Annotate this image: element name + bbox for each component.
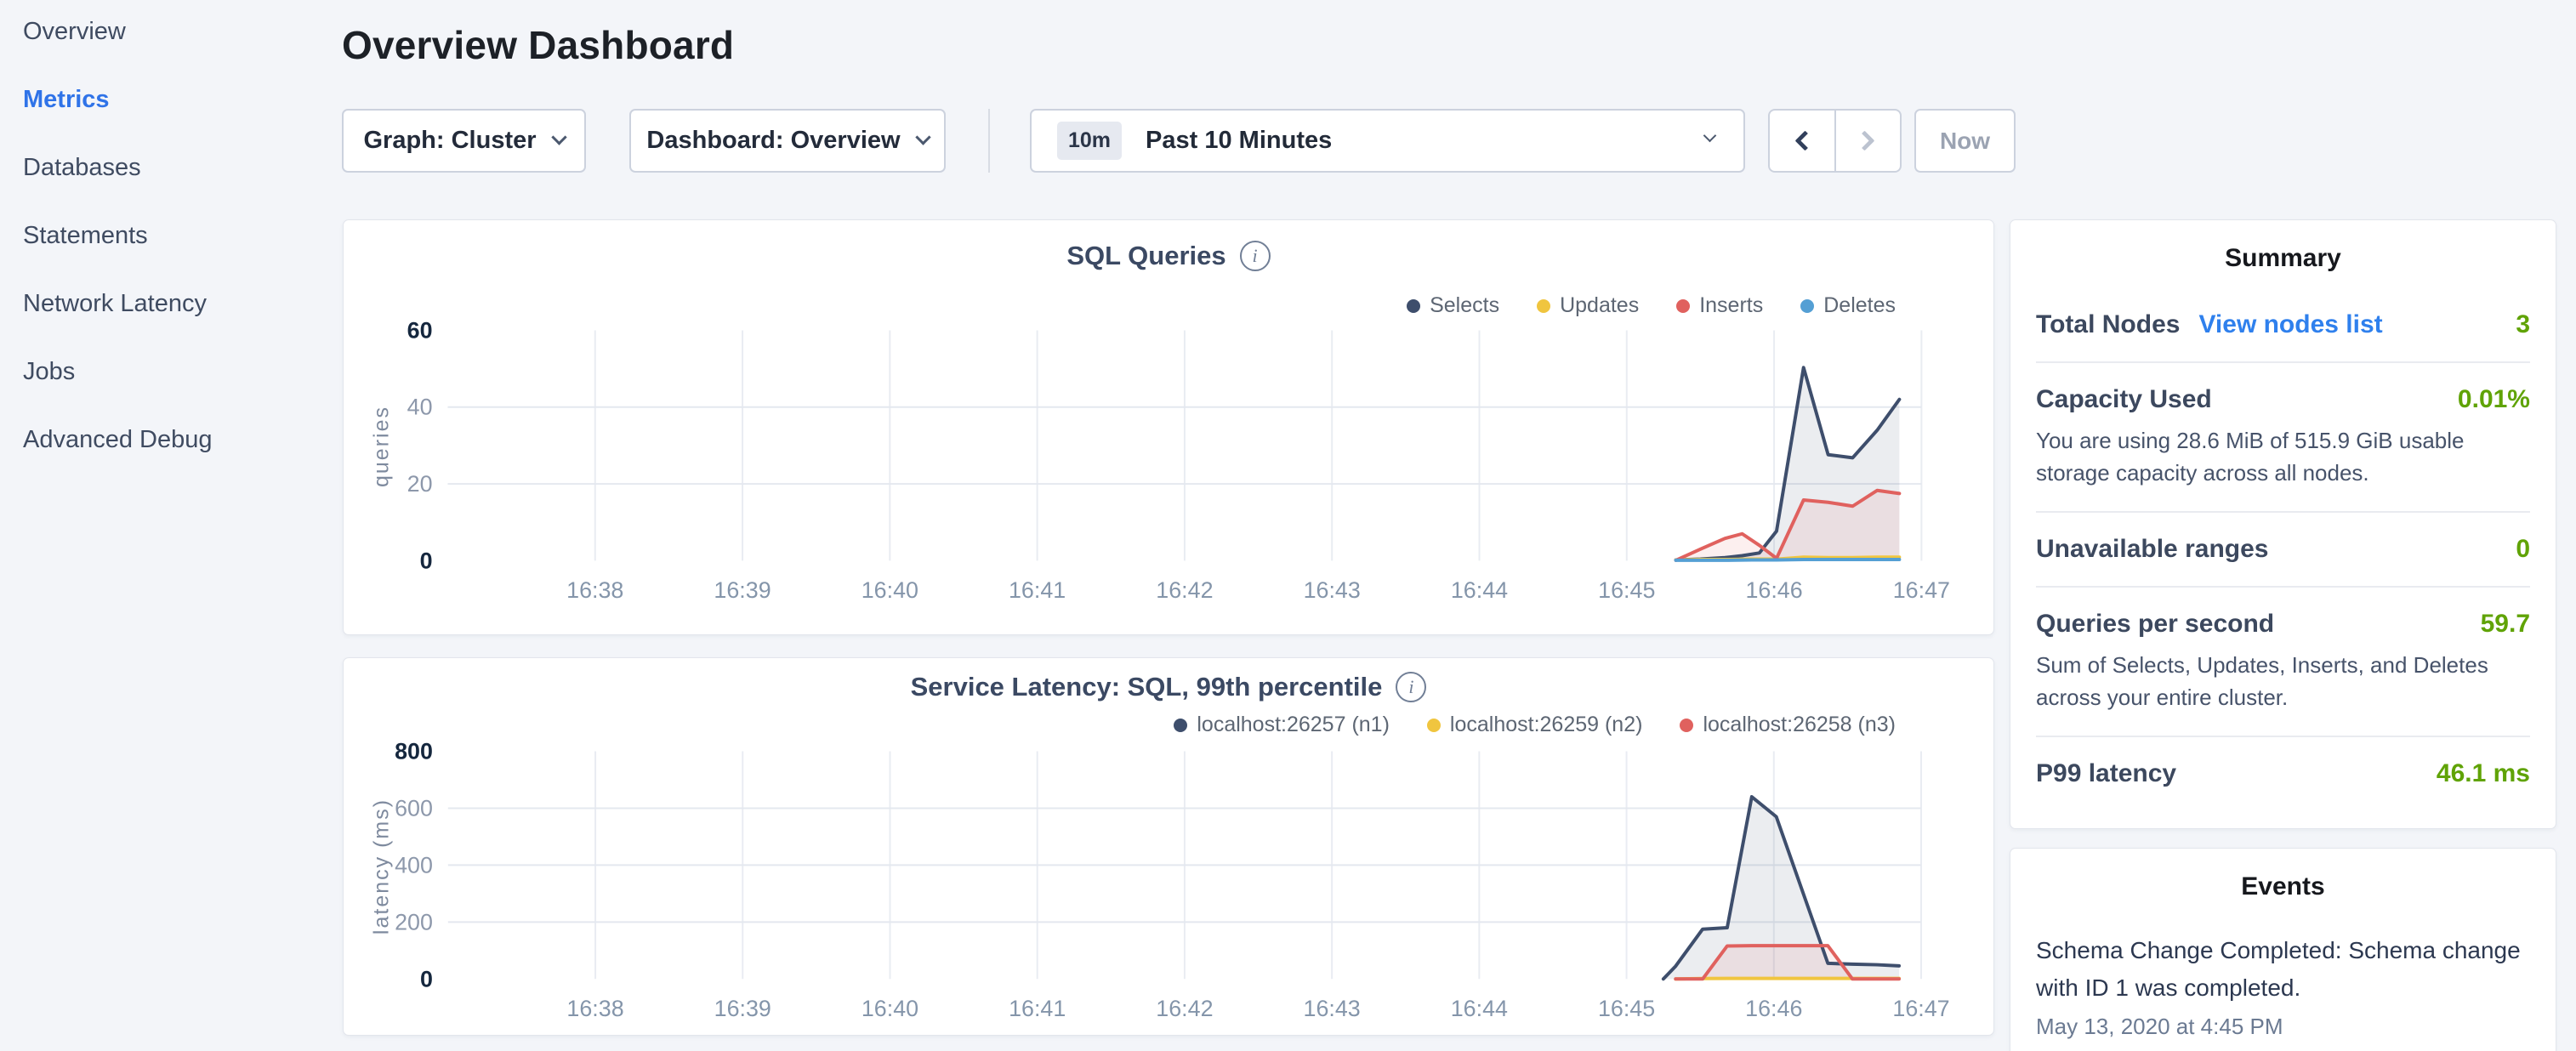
- svg-text:16:38: 16:38: [566, 577, 623, 603]
- time-prev-button[interactable]: [1770, 111, 1834, 171]
- sidebar: Overview Metrics Databases Statements Ne…: [23, 0, 312, 474]
- summary-panel: Summary Total Nodes View nodes list 3 Ca…: [2010, 219, 2556, 829]
- svg-text:16:44: 16:44: [1451, 996, 1508, 1021]
- chevron-right-icon: [1854, 130, 1874, 151]
- svg-text:16:38: 16:38: [566, 996, 623, 1021]
- events-panel: Events Schema Change Completed: Schema c…: [2010, 848, 2556, 1051]
- summary-row-label: Unavailable ranges: [2036, 535, 2268, 564]
- event-item[interactable]: Schema Change Completed: Schema change w…: [2036, 932, 2530, 1040]
- toolbar-divider: [988, 109, 990, 173]
- svg-text:16:42: 16:42: [1156, 996, 1213, 1021]
- sql-queries-chart-card: SQL Queries i Selects Updates Inserts De…: [343, 219, 1994, 635]
- summary-row-value: 59.7: [2481, 610, 2530, 639]
- svg-text:16:43: 16:43: [1304, 577, 1361, 603]
- summary-row-label: Queries per second: [2036, 610, 2274, 639]
- chevron-left-icon: [1795, 130, 1816, 151]
- dashboard-dropdown-label: Dashboard: Overview: [646, 127, 900, 155]
- svg-text:16:47: 16:47: [1892, 996, 1949, 1021]
- svg-text:16:40: 16:40: [862, 577, 918, 603]
- graph-dropdown[interactable]: Graph: Cluster: [342, 109, 586, 173]
- svg-text:16:40: 16:40: [862, 996, 918, 1021]
- sidebar-item-jobs[interactable]: Jobs: [23, 338, 312, 406]
- summary-title: Summary: [2036, 220, 2530, 273]
- page: Overview Metrics Databases Statements Ne…: [0, 0, 2576, 1051]
- svg-text:16:46: 16:46: [1745, 996, 1802, 1021]
- svg-text:16:42: 16:42: [1156, 577, 1213, 603]
- summary-row-value: 0.01%: [2458, 385, 2530, 414]
- time-range-dropdown[interactable]: 10m Past 10 Minutes: [1030, 109, 1745, 173]
- summary-row-value: 0: [2516, 535, 2530, 564]
- sidebar-item-overview[interactable]: Overview: [23, 0, 312, 65]
- svg-text:16:39: 16:39: [714, 577, 771, 603]
- chevron-down-icon: [1703, 129, 1717, 143]
- summary-row-description: Sum of Selects, Updates, Inserts, and De…: [2036, 649, 2530, 713]
- now-button[interactable]: Now: [1914, 109, 2016, 173]
- event-text: Schema Change Completed: Schema change w…: [2036, 932, 2530, 1007]
- time-range-badge: 10m: [1057, 122, 1122, 160]
- graph-dropdown-label: Graph: Cluster: [363, 127, 536, 155]
- sidebar-item-advanced-debug[interactable]: Advanced Debug: [23, 406, 312, 474]
- summary-row: Unavailable ranges 0: [2036, 511, 2530, 586]
- chevron-down-icon: [915, 129, 930, 145]
- summary-row-description: You are using 28.6 MiB of 515.9 GiB usab…: [2036, 424, 2530, 489]
- svg-text:16:45: 16:45: [1598, 996, 1655, 1021]
- svg-text:0: 0: [420, 966, 433, 991]
- time-step-group: [1768, 109, 1902, 173]
- svg-text:0: 0: [420, 548, 433, 573]
- svg-text:16:45: 16:45: [1598, 577, 1655, 603]
- sidebar-item-network-latency[interactable]: Network Latency: [23, 270, 312, 338]
- chevron-down-icon: [551, 129, 566, 145]
- summary-row-label: Capacity Used: [2036, 385, 2212, 414]
- summary-row: P99 latency 46.1 ms: [2036, 736, 2530, 810]
- sql-queries-plot[interactable]: 0 20 40 60 16:38 16:39 16:40 16:41 16:42 16:43 16:…: [344, 220, 1993, 634]
- svg-text:20: 20: [407, 471, 433, 497]
- summary-row: Total Nodes View nodes list 3: [2036, 293, 2530, 361]
- summary-row-label: Total Nodes: [2036, 310, 2180, 339]
- time-next-button[interactable]: [1834, 111, 1901, 171]
- svg-text:800: 800: [395, 738, 433, 764]
- svg-text:200: 200: [395, 909, 433, 935]
- events-title: Events: [2036, 849, 2530, 901]
- service-latency-chart-card: Service Latency: SQL, 99th percentile i …: [343, 657, 1994, 1036]
- svg-text:16:41: 16:41: [1009, 996, 1066, 1021]
- summary-row: Queries per second 59.7 Sum of Selects, …: [2036, 586, 2530, 736]
- summary-row: Capacity Used 0.01% You are using 28.6 M…: [2036, 361, 2530, 511]
- svg-text:600: 600: [395, 795, 433, 821]
- svg-text:16:43: 16:43: [1304, 996, 1361, 1021]
- svg-text:16:46: 16:46: [1745, 577, 1802, 603]
- summary-row-value: 3: [2516, 310, 2530, 339]
- svg-text:40: 40: [407, 395, 433, 420]
- svg-text:16:41: 16:41: [1009, 577, 1066, 603]
- svg-text:60: 60: [407, 317, 433, 343]
- svg-text:16:44: 16:44: [1451, 577, 1508, 603]
- page-title: Overview Dashboard: [342, 22, 734, 68]
- toolbar: Graph: Cluster Dashboard: Overview 10m P…: [0, 109, 2576, 173]
- summary-row-value: 46.1 ms: [2437, 759, 2530, 788]
- time-range-label: Past 10 Minutes: [1146, 127, 1332, 155]
- event-timestamp: May 13, 2020 at 4:45 PM: [2036, 1014, 2530, 1040]
- sidebar-item-statements[interactable]: Statements: [23, 202, 312, 270]
- summary-row-label: P99 latency: [2036, 759, 2176, 788]
- svg-text:400: 400: [395, 852, 433, 878]
- svg-text:16:47: 16:47: [1893, 577, 1950, 603]
- svg-text:16:39: 16:39: [714, 996, 771, 1021]
- dashboard-dropdown[interactable]: Dashboard: Overview: [629, 109, 946, 173]
- view-nodes-link[interactable]: View nodes list: [2198, 310, 2382, 339]
- service-latency-plot[interactable]: 0 200 400 600 800 16:38 16:39 16:40 16:41 16:42 16…: [344, 658, 1993, 1035]
